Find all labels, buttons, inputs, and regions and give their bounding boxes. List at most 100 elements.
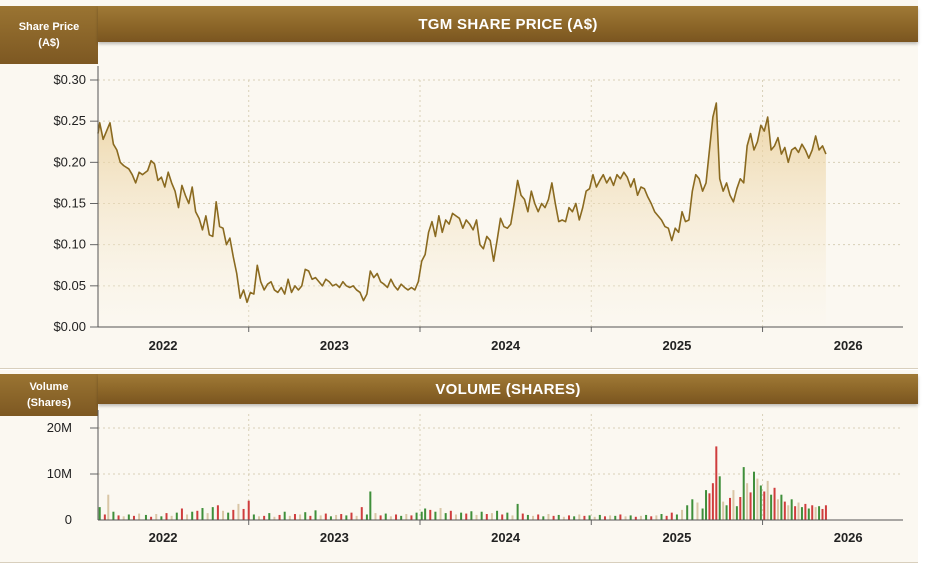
volume-bar bbox=[739, 497, 742, 520]
volume-bar bbox=[449, 510, 452, 520]
volume-x-tick-label: 2024 bbox=[491, 530, 521, 545]
volume-bar bbox=[434, 511, 437, 520]
volume-bar bbox=[384, 513, 387, 520]
price-x-tick-label: 2022 bbox=[149, 338, 178, 353]
volume-bar bbox=[759, 485, 762, 520]
price-line bbox=[97, 102, 827, 304]
volume-unit-line-2: (Shares) bbox=[26, 397, 72, 409]
volume-bar bbox=[410, 515, 413, 520]
volume-bar bbox=[691, 499, 694, 520]
volume-bar bbox=[415, 512, 418, 520]
volume-bar bbox=[211, 507, 214, 520]
volume-bar bbox=[365, 514, 368, 520]
volume-bar bbox=[729, 497, 732, 520]
volume-bar bbox=[681, 509, 684, 520]
volume-bar bbox=[614, 515, 617, 520]
volume-bar bbox=[309, 515, 312, 520]
price-x-tick-label: 2026 bbox=[834, 338, 863, 353]
volume-bar bbox=[405, 514, 408, 520]
volume-bar bbox=[780, 494, 783, 520]
volume-x-tick-label: 2026 bbox=[834, 530, 863, 545]
volume-bar bbox=[138, 513, 141, 520]
volume-bar bbox=[818, 506, 821, 520]
volume-bar bbox=[578, 514, 581, 520]
volume-bar bbox=[293, 514, 296, 520]
volume-bar bbox=[475, 514, 478, 520]
volume-bar bbox=[395, 514, 398, 520]
volume-y-tick-label: 20M bbox=[47, 420, 72, 435]
volume-bar bbox=[201, 508, 204, 520]
volume-bar bbox=[150, 516, 153, 520]
volume-bar bbox=[532, 515, 535, 520]
volume-bar bbox=[696, 502, 699, 520]
volume-y-tick-label: 10M bbox=[47, 466, 72, 481]
volume-bar bbox=[324, 513, 327, 520]
volume-bar bbox=[670, 512, 673, 520]
volume-bar bbox=[705, 490, 708, 520]
volume-bar bbox=[742, 467, 745, 520]
volume-bar bbox=[232, 509, 235, 520]
volume-bar bbox=[175, 512, 178, 520]
price-y-tick-label: $0.10 bbox=[53, 237, 86, 252]
volume-bar bbox=[701, 508, 704, 520]
share-price-unit-box: Share Price (A$) bbox=[0, 6, 98, 64]
volume-bar bbox=[800, 507, 803, 520]
volume-bar bbox=[821, 508, 824, 520]
volume-bar bbox=[725, 505, 728, 520]
price-y-tick-label: $0.20 bbox=[53, 154, 86, 169]
volume-x-tick-label: 2023 bbox=[320, 530, 349, 545]
volume-bar bbox=[379, 515, 382, 520]
volume-bar bbox=[660, 514, 663, 520]
volume-title: VOLUME (SHARES) bbox=[98, 374, 918, 404]
volume-bar bbox=[749, 492, 752, 520]
volume-bar bbox=[603, 516, 606, 520]
volume-bar bbox=[180, 508, 183, 520]
volume-x-tick-label: 2022 bbox=[149, 530, 178, 545]
share-price-chart: $0.30 $0.25 $0.20 $0.15 $0.10 $0.05 $0.00 2022 2… bbox=[53, 66, 903, 353]
volume-bar bbox=[439, 508, 442, 520]
volume-bar bbox=[355, 515, 358, 520]
volume-bar bbox=[444, 513, 447, 520]
price-y-tick-label: $0.00 bbox=[53, 319, 86, 334]
volume-bar bbox=[170, 515, 173, 520]
volume-bar bbox=[263, 515, 266, 520]
volume-bar bbox=[247, 500, 250, 520]
volume-bar bbox=[206, 513, 209, 520]
volume-bar bbox=[552, 515, 555, 520]
volume-bar bbox=[598, 514, 601, 520]
volume-bar bbox=[718, 476, 721, 520]
volume-bar bbox=[797, 502, 800, 520]
volume-bar bbox=[216, 505, 219, 520]
volume-bar bbox=[304, 512, 307, 520]
volume-bar bbox=[686, 505, 689, 520]
volume-bar bbox=[288, 515, 291, 520]
volume-bar bbox=[400, 515, 403, 520]
volume-bar bbox=[314, 510, 317, 520]
volume-unit-box: Volume (Shares) bbox=[0, 374, 98, 416]
share-price-unit-line-2: (A$) bbox=[38, 37, 60, 49]
volume-bar bbox=[537, 514, 540, 520]
volume-bar bbox=[227, 512, 230, 520]
volume-bar bbox=[222, 510, 225, 520]
volume-bar bbox=[165, 513, 168, 520]
volume-bar bbox=[273, 516, 276, 520]
volume-bar bbox=[117, 515, 120, 520]
volume-bar bbox=[732, 490, 735, 520]
volume-bar bbox=[634, 516, 637, 520]
volume-x-tick-label: 2025 bbox=[662, 530, 691, 545]
volume-bar bbox=[665, 515, 668, 520]
share-price-panel: Share Price (A$) TGM SHARE PRICE (A$) $0… bbox=[0, 0, 918, 369]
volume-bar bbox=[722, 501, 725, 520]
volume-bar bbox=[345, 515, 348, 520]
volume-bar bbox=[675, 514, 678, 520]
volume-bar bbox=[770, 494, 773, 520]
volume-bar bbox=[496, 510, 499, 520]
volume-bar bbox=[160, 516, 163, 520]
volume-bar bbox=[763, 491, 766, 520]
volume-bar bbox=[485, 514, 488, 520]
volume-bar bbox=[557, 514, 560, 520]
volume-bar bbox=[711, 483, 714, 520]
volume-bar bbox=[573, 516, 576, 520]
volume-bar bbox=[460, 512, 463, 520]
volume-bar bbox=[144, 514, 147, 520]
